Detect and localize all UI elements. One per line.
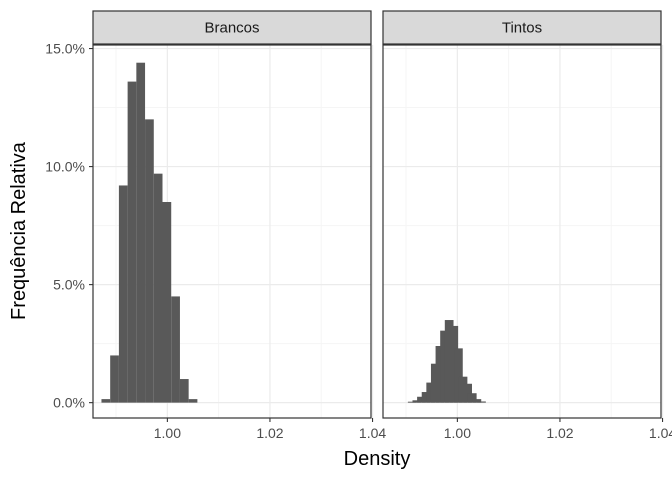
panel-border	[382, 44, 662, 419]
histogram-bar	[435, 345, 445, 403]
x-tick-label: 1.04	[649, 425, 672, 441]
histogram-bar	[449, 325, 459, 403]
histogram-bar	[467, 393, 477, 403]
histogram-bar	[101, 399, 111, 403]
histogram-bar	[171, 296, 180, 403]
facet-strip-label: Tintos	[502, 20, 542, 37]
x-tick-label: 1.00	[154, 425, 181, 441]
facet-panel-0: Brancos	[92, 10, 374, 419]
histogram-bar	[454, 348, 463, 403]
histogram-bar	[153, 173, 163, 403]
facet-strip	[382, 10, 662, 45]
x-tick-label: 1.02	[256, 425, 283, 441]
x-tick-label: 1.04	[359, 425, 386, 441]
histogram-bar	[118, 185, 128, 403]
x-tick-label: 1.02	[546, 425, 573, 441]
histogram-bar	[477, 401, 486, 403]
y-tick-label: 10.0%	[45, 159, 85, 175]
histogram-bar	[421, 392, 431, 403]
facet-panel-1: Tintos	[382, 10, 664, 419]
y-axis-title: Frequência Relativa	[8, 141, 30, 320]
histogram-bar	[145, 119, 154, 403]
x-tick-label: 1.00	[444, 425, 471, 441]
facet-strip	[92, 10, 372, 45]
x-axis: 1.00 1.02 1.04 1.00 1.02 1.04	[154, 418, 672, 441]
histogram-bar	[430, 363, 440, 403]
y-tick-label: 5.0%	[53, 277, 85, 293]
panel-border	[92, 44, 372, 419]
facet-strip-label: Brancos	[204, 20, 259, 37]
histogram-bar	[417, 396, 426, 403]
histogram-bar	[110, 355, 119, 403]
histogram-bar	[127, 81, 137, 403]
histogram-bar	[472, 399, 482, 403]
histogram-bar	[136, 62, 146, 403]
histogram-bar	[444, 320, 454, 403]
x-axis-title: Density	[344, 448, 411, 470]
histogram-bar	[426, 382, 436, 403]
histogram-bar	[463, 383, 472, 403]
histogram-bar	[179, 379, 189, 403]
panel-background	[383, 45, 661, 418]
histogram-bar	[188, 399, 198, 403]
facet-panels: Brancos Tintos	[92, 10, 664, 419]
histogram-bar	[458, 376, 468, 403]
histogram-bar	[407, 401, 417, 403]
y-axis: 0.0% 5.0% 10.0% 15.0%	[45, 41, 93, 411]
histogram-bar	[412, 400, 422, 403]
histogram-bar	[440, 330, 449, 403]
y-tick-label: 15.0%	[45, 41, 85, 57]
histogram-bar	[162, 201, 172, 403]
y-tick-label: 0.0%	[53, 395, 85, 411]
